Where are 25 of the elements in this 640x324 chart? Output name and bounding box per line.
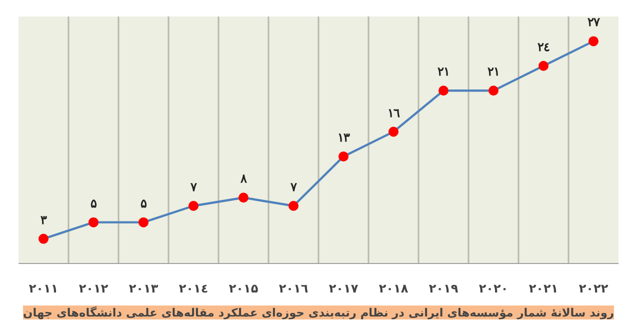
x-tick-label: ۲۰۱٤ [178,282,208,296]
data-label: ۷ [190,180,198,194]
data-label: ۲۷ [588,15,600,30]
data-label: ۸ [240,172,248,186]
x-tick-label: ۲۰۱۷ [328,282,359,296]
data-label: ۲۱ [438,64,450,79]
data-label: ۳ [40,212,48,227]
x-tick-label: ۲۰۱۵ [228,282,258,296]
text: روند سالانهٔ شمار مؤسسه‌های ایرانی در نظام رتبه‌بندی حوزه‌ای عملکرد مقاله‌های علمی دانشگاه‌های جهان [23,306,614,320]
x-tick-label: ۲۰۱۹ [428,282,459,296]
x-tick-label: ۲۰۱۲ [78,282,109,296]
data-label: ۱٦ [388,106,400,120]
x-tick-label: ۲۰۱۸ [378,282,409,296]
data-label: ۵ [140,196,148,210]
data-label: ۱۳ [338,130,350,144]
data-label: ۵ [90,196,98,210]
data-label: ۲٤ [538,40,550,54]
x-tick-label: ۲۰۲۲ [578,282,609,296]
x-tick-label: ۲۰۱٦ [278,282,308,296]
x-tick-label: ۲۰۲۰ [478,282,508,296]
data-label: ۲۱ [488,64,500,79]
x-tick-label: ۲۰۱۱ [28,282,58,296]
x-tick-label: ۲۰۱۳ [128,282,159,296]
x-tick-label: ۲۰۲۱ [528,282,558,296]
data-label: ۷ [290,180,298,194]
